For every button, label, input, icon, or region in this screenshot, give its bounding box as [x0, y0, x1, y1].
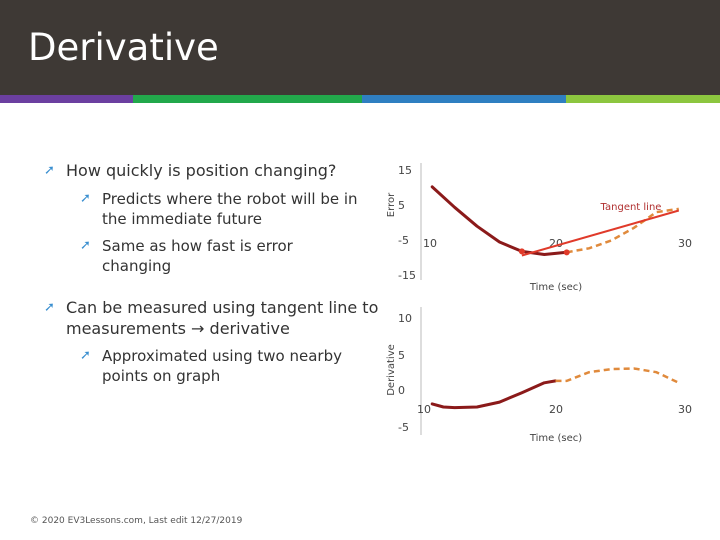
y-tick-label: 5 [398, 199, 405, 212]
bullet-item: ➚ Can be measured using tangent line to … [44, 297, 381, 339]
bullet-item: ➚ Same as how fast is error changing [80, 236, 362, 276]
x-tick-label: 10 [417, 403, 431, 416]
accent-stripe-blue [362, 95, 566, 103]
bullet-item: ➚ Predicts where the robot will be in th… [80, 189, 377, 229]
slide-title: Derivative [28, 26, 219, 69]
accent-stripe-green [133, 95, 362, 103]
bullet-text: Same as how fast is error changing [102, 237, 293, 275]
x-tick-label: 20 [549, 403, 563, 416]
x-tick-label: 30 [678, 403, 692, 416]
y-axis-label: Derivative [386, 344, 397, 396]
slide-footer: © 2020 EV3Lessons.com, Last edit 12/27/2… [30, 516, 243, 526]
series-line-measured [430, 379, 557, 410]
y-tick-label: -5 [398, 421, 409, 434]
y-tick-label: -5 [398, 234, 409, 247]
x-tick-label: 30 [678, 237, 692, 250]
trend-arrow-icon: ➚ [44, 300, 55, 315]
slide-header: Derivative [0, 0, 720, 95]
trend-arrow-icon: ➚ [80, 191, 91, 206]
x-axis-label: Time (sec) [529, 282, 582, 293]
tangent-point-marker [518, 248, 525, 255]
trend-arrow-icon: ➚ [80, 348, 91, 363]
y-tick-label: -15 [398, 269, 416, 282]
bullet-item: ➚ How quickly is position changing? [44, 160, 366, 181]
x-axis-label: Time (sec) [529, 433, 582, 444]
x-tick-label: 10 [423, 237, 437, 250]
y-tick-label: 0 [398, 384, 405, 397]
series-line-predicted [555, 367, 680, 384]
bullet-text: Predicts where the robot will be in the … [102, 190, 358, 228]
trend-arrow-icon: ➚ [80, 238, 91, 253]
bullet-item: ➚ Approximated using two nearby points o… [80, 346, 377, 386]
bullet-text: Can be measured using tangent line to me… [66, 298, 379, 338]
accent-stripe-purple [0, 95, 133, 103]
bullet-text: How quickly is position changing? [66, 161, 337, 180]
y-axis-label: Error [386, 192, 397, 217]
series-line-tangent [521, 209, 680, 257]
tangent-point-marker [563, 249, 570, 256]
series-line-measured [430, 185, 569, 256]
y-tick-label: 5 [398, 349, 405, 362]
y-tick-label: 10 [398, 312, 412, 325]
derivative-chart: 10 5 0 -5 10 20 30 Time (sec) Derivative [386, 307, 692, 444]
bullet-text: Approximated using two nearby points on … [102, 347, 342, 385]
trend-arrow-icon: ➚ [44, 163, 55, 178]
series-line-predicted [566, 207, 679, 254]
accent-stripe-lime [566, 95, 720, 103]
y-tick-label: 15 [398, 164, 412, 177]
tangent-line-label: Tangent line [600, 202, 662, 213]
